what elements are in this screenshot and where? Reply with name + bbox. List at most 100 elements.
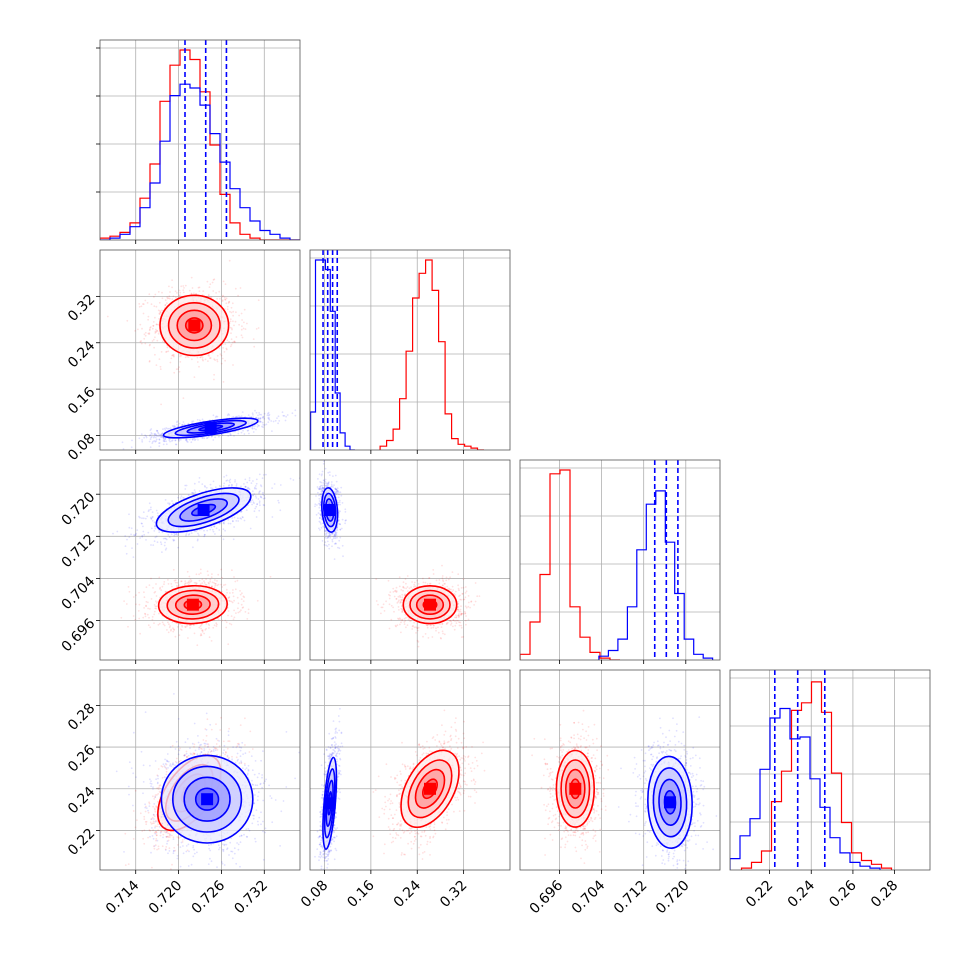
scatter-point bbox=[273, 483, 276, 485]
scatter-point bbox=[186, 355, 189, 358]
scatter-point bbox=[194, 491, 197, 494]
scatter-point bbox=[183, 497, 186, 500]
scatter-point bbox=[213, 525, 216, 528]
scatter-point bbox=[171, 424, 174, 427]
scatter-point bbox=[228, 596, 230, 599]
scatter-point bbox=[150, 517, 153, 520]
scatter-point bbox=[225, 621, 228, 624]
scatter-point bbox=[238, 323, 241, 326]
scatter-point bbox=[140, 433, 143, 436]
scatter-point bbox=[161, 291, 163, 294]
scatter-point bbox=[148, 616, 150, 619]
scatter-point bbox=[167, 533, 170, 536]
scatter-point bbox=[433, 624, 435, 627]
scatter-point bbox=[457, 603, 460, 605]
scatter-point bbox=[155, 323, 158, 326]
scatter-point bbox=[253, 510, 256, 513]
scatter-point bbox=[188, 438, 191, 441]
scatter-point bbox=[130, 533, 133, 536]
scatter-point bbox=[246, 429, 249, 432]
scatter-point bbox=[258, 412, 260, 414]
scatter-point bbox=[223, 482, 226, 485]
scatter-point bbox=[207, 581, 210, 584]
scatter-point bbox=[253, 427, 256, 430]
scatter-point bbox=[445, 576, 448, 579]
scatter-point bbox=[248, 479, 251, 482]
scatter-point bbox=[253, 487, 256, 490]
scatter-point bbox=[241, 319, 244, 321]
scatter-point bbox=[143, 607, 146, 609]
scatter-point bbox=[460, 624, 463, 627]
scatter-point bbox=[152, 440, 154, 443]
scatter-point bbox=[167, 350, 170, 353]
scatter-point bbox=[196, 356, 199, 359]
scatter-point bbox=[388, 627, 391, 630]
scatter-point bbox=[230, 327, 233, 330]
scatter-point bbox=[148, 344, 151, 347]
scatter-point bbox=[200, 624, 203, 626]
scatter-point bbox=[149, 343, 151, 346]
scatter-point bbox=[182, 496, 185, 499]
scatter-point bbox=[171, 354, 174, 357]
scatter-point bbox=[141, 440, 144, 443]
scatter-point bbox=[228, 301, 231, 303]
scatter-point bbox=[169, 440, 172, 443]
scatter-point bbox=[205, 578, 208, 580]
scatter-point bbox=[165, 427, 168, 429]
scatter-point bbox=[189, 581, 192, 583]
scatter-point bbox=[154, 605, 157, 608]
scatter-point bbox=[253, 345, 256, 348]
y-tick-label: 0.720 bbox=[59, 489, 99, 529]
scatter-point bbox=[167, 583, 170, 585]
scatter-point bbox=[168, 285, 170, 288]
scatter-point bbox=[235, 520, 238, 522]
scatter-point bbox=[253, 502, 255, 505]
scatter-point bbox=[189, 624, 191, 627]
scatter-point bbox=[137, 328, 139, 331]
scatter-point bbox=[215, 625, 218, 627]
scatter-point bbox=[197, 534, 200, 536]
scatter-point bbox=[171, 500, 174, 502]
scatter-point bbox=[176, 421, 178, 424]
scatter-point bbox=[141, 534, 144, 537]
scatter-point bbox=[211, 351, 214, 354]
scatter-point bbox=[234, 580, 237, 583]
scatter-point bbox=[106, 315, 109, 318]
scatter-point bbox=[195, 530, 198, 533]
scatter-point bbox=[173, 579, 176, 582]
scatter-point bbox=[179, 353, 182, 356]
scatter-point bbox=[209, 283, 212, 286]
scatter-point bbox=[157, 435, 160, 438]
scatter-point bbox=[149, 429, 152, 432]
scatter-point bbox=[179, 438, 182, 441]
scatter-point bbox=[149, 434, 152, 436]
scatter-point bbox=[233, 324, 235, 327]
scatter-point bbox=[210, 576, 213, 579]
scatter-point bbox=[146, 515, 149, 518]
scatter-point bbox=[187, 356, 190, 358]
scatter-point bbox=[411, 581, 413, 583]
scatter-point bbox=[134, 534, 137, 536]
scatter-point bbox=[207, 294, 210, 297]
scatter-point bbox=[158, 331, 161, 333]
scatter-point bbox=[157, 332, 160, 335]
scatter-point bbox=[255, 487, 258, 490]
scatter-point bbox=[174, 439, 177, 442]
scatter-point bbox=[215, 622, 218, 625]
scatter-point bbox=[137, 610, 140, 612]
scatter-point bbox=[171, 298, 174, 300]
scatter-point bbox=[228, 300, 231, 303]
scatter-point bbox=[415, 632, 417, 634]
scatter-panel-1-2 bbox=[309, 459, 511, 664]
scatter-point bbox=[153, 521, 156, 524]
scatter-point bbox=[229, 478, 232, 481]
scatter-point bbox=[178, 584, 180, 586]
scatter-point bbox=[222, 528, 225, 531]
scatter-point bbox=[217, 583, 220, 586]
scatter-point bbox=[135, 594, 137, 596]
scatter-point bbox=[190, 532, 193, 534]
scatter-point bbox=[208, 436, 210, 438]
scatter-point bbox=[199, 625, 202, 628]
scatter-point bbox=[152, 321, 155, 323]
scatter-point bbox=[259, 504, 261, 507]
